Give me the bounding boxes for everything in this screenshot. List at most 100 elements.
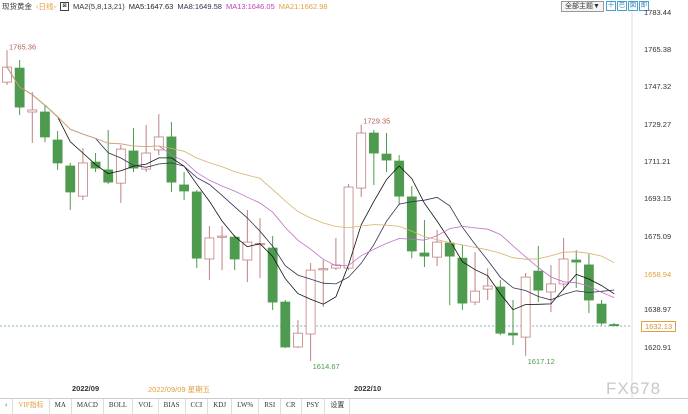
candle xyxy=(166,122,177,192)
tab-cr[interactable]: CR xyxy=(281,399,302,414)
current-price-label: 1632.13 xyxy=(641,321,677,332)
candle xyxy=(571,250,582,289)
axis-label: 1747.32 xyxy=(644,82,672,91)
candle-body xyxy=(444,242,455,257)
candle xyxy=(495,280,506,336)
candle xyxy=(444,240,455,306)
candle-body xyxy=(432,241,443,258)
candle xyxy=(533,245,544,303)
candle xyxy=(103,129,114,184)
candle-body xyxy=(406,196,417,252)
candle-body xyxy=(571,259,582,263)
candle-body xyxy=(596,303,607,324)
axis-label: 1675.09 xyxy=(644,232,672,241)
price-annotation: 1614.67 xyxy=(313,362,340,371)
tab-settings[interactable]: 设置 xyxy=(325,399,351,414)
grid-tool-icon[interactable]: 図 xyxy=(628,1,638,11)
candle xyxy=(78,148,88,201)
candle xyxy=(381,133,392,172)
tab-boll[interactable]: BOLL xyxy=(104,399,134,414)
candle xyxy=(242,209,253,283)
candle xyxy=(356,124,367,197)
candle xyxy=(406,186,417,259)
price-annotation: 1729.35 xyxy=(363,116,390,125)
candle-body xyxy=(267,247,278,303)
candle-body xyxy=(419,252,430,257)
candle xyxy=(52,130,63,170)
instrument-title: 现货黄金 xyxy=(2,2,32,11)
tab-rsi[interactable]: RSI xyxy=(259,399,282,414)
ma5-value: MA5:1647.63 xyxy=(128,2,174,11)
candle-body xyxy=(103,169,114,183)
candle-body xyxy=(609,324,620,327)
tab-prev[interactable]: ‹ xyxy=(0,399,14,414)
ma-params: MA2(5,8,13,21) xyxy=(73,2,125,11)
candle-body xyxy=(584,264,594,301)
axis-label: 1693.15 xyxy=(644,194,672,203)
candle-body xyxy=(40,111,50,138)
axis-label: 1620.91 xyxy=(644,343,672,352)
candle xyxy=(482,268,493,300)
candle-body xyxy=(128,150,139,169)
tab-macd[interactable]: MACD xyxy=(72,399,104,414)
ma13-line xyxy=(6,66,615,298)
candle xyxy=(115,144,126,203)
tab-vip[interactable]: VIP指标 xyxy=(13,399,50,414)
candle-body xyxy=(381,153,392,161)
candle xyxy=(40,105,50,143)
candle-body xyxy=(191,191,202,259)
tab-kdj[interactable]: KDJ xyxy=(208,399,233,414)
candle-body xyxy=(242,241,253,261)
tab-ma[interactable]: MA xyxy=(50,399,72,414)
candle xyxy=(280,299,291,349)
candles xyxy=(2,50,620,361)
candle xyxy=(217,226,227,271)
price-annotation: 1765.36 xyxy=(9,42,36,51)
candle-body xyxy=(368,132,379,154)
fullscreen-tool-icon[interactable]: 即 xyxy=(639,1,649,11)
candle-body xyxy=(229,236,240,260)
ma13-value: MA13:1646.05 xyxy=(225,2,275,11)
candle xyxy=(65,162,76,210)
candle-body xyxy=(394,160,405,197)
tab-psy[interactable]: PSY xyxy=(302,399,326,414)
tab-lw[interactable]: LW% xyxy=(232,399,260,414)
candle xyxy=(470,252,480,306)
candle xyxy=(267,236,278,311)
candle xyxy=(508,299,518,346)
candle-body xyxy=(356,132,367,189)
candle xyxy=(128,128,139,172)
candle-body xyxy=(78,162,88,197)
candle-body xyxy=(457,257,468,304)
candle xyxy=(90,153,101,172)
candle-body xyxy=(217,235,227,238)
candle-body xyxy=(280,301,291,348)
axis-label: 1658.94 xyxy=(644,270,672,279)
candle xyxy=(584,254,594,313)
tab-vol[interactable]: VOL xyxy=(133,399,159,414)
candle-body xyxy=(179,184,190,192)
tab-bias[interactable]: BIAS xyxy=(159,399,186,414)
price-annotation: 1617.12 xyxy=(528,357,555,366)
candle xyxy=(520,272,531,356)
layout-tool-icon[interactable]: 巴 xyxy=(617,1,627,11)
crosshair-tool-icon[interactable]: 十 xyxy=(606,1,616,11)
theme-dropdown[interactable]: 全部主题▼ xyxy=(561,1,604,12)
candle xyxy=(191,190,202,269)
axis-label: 1783.44 xyxy=(644,8,672,17)
ma8-value: MA8:1649.58 xyxy=(177,2,222,11)
date-label-sep: 2022/09 xyxy=(72,384,100,393)
period-selector[interactable]: ‹日线› xyxy=(36,2,56,11)
ma-lines xyxy=(6,66,615,311)
candle-body xyxy=(520,276,531,338)
candle-body xyxy=(546,283,556,293)
candle-body xyxy=(2,66,12,83)
candle xyxy=(204,226,215,281)
price-annotations: 1765.36 1729.35 1614.67 1617.12 xyxy=(9,42,555,371)
indicator-settings-icon[interactable]: ⊠ xyxy=(60,2,69,11)
candle-body xyxy=(318,268,329,271)
candle-body xyxy=(305,269,316,335)
tab-cci[interactable]: CCI xyxy=(186,399,209,414)
candle xyxy=(293,320,303,349)
